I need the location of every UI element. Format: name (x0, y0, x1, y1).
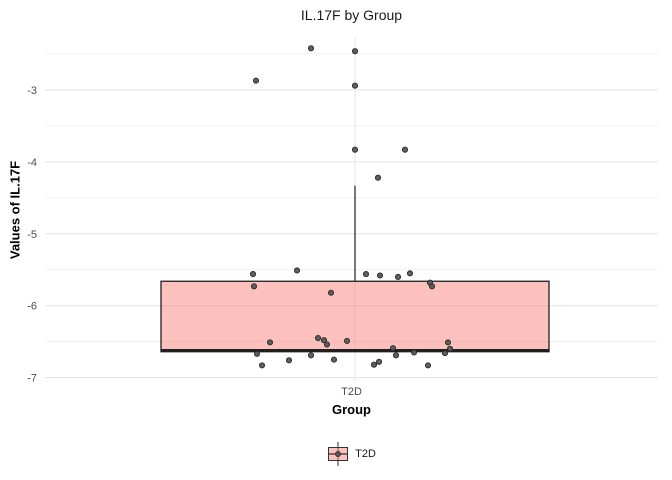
jitter-point (266, 339, 274, 346)
jitter-point (374, 174, 382, 181)
jitter-point (392, 352, 400, 359)
jitter-point (250, 283, 258, 290)
legend-key-boxplot-icon (328, 442, 349, 466)
legend: T2D (45, 439, 658, 469)
y-tick-label: -6 (27, 301, 37, 313)
jitter-point (343, 337, 351, 344)
jitter-point (327, 289, 335, 296)
jitter-point (320, 337, 328, 344)
jitter-point (330, 356, 338, 363)
jitter-point (252, 77, 260, 84)
jitter-point (444, 339, 452, 346)
legend-label: T2D (355, 448, 376, 460)
jitter-point (351, 82, 359, 89)
jitter-point (428, 283, 436, 290)
jitter-point (285, 357, 293, 364)
jitter-point (307, 45, 315, 52)
boxplot-box (160, 280, 550, 353)
y-tick-label: -5 (27, 229, 37, 241)
jitter-point (389, 345, 397, 352)
jitter-point (370, 361, 378, 368)
jitter-point (401, 146, 409, 153)
jitter-point (258, 362, 266, 369)
chart-title: IL.17F by Group (300, 7, 403, 23)
jitter-point (249, 271, 257, 278)
x-tick-label: T2D (341, 386, 362, 398)
jitter-point (446, 345, 454, 352)
jitter-point (351, 48, 359, 55)
jitter-point (253, 350, 261, 357)
y-tick-label: -4 (27, 157, 37, 169)
jitter-point (394, 273, 402, 280)
jitter-point (293, 267, 301, 274)
jitter-point (410, 349, 418, 356)
y-axis-title: Values of IL.17F (7, 160, 23, 260)
jitter-point (375, 358, 383, 365)
jitter-point (376, 272, 384, 279)
jitter-point (323, 341, 331, 348)
jitter-point (351, 146, 359, 153)
y-tick-label: -3 (27, 85, 37, 97)
x-axis-title: Group (332, 402, 371, 417)
jitter-point (441, 350, 449, 357)
y-tick-label: -7 (27, 373, 37, 385)
jitter-point (307, 352, 315, 359)
jitter-point (314, 335, 322, 342)
jitter-point (406, 270, 414, 277)
jitter-point (424, 362, 432, 369)
jitter-point (362, 271, 370, 278)
